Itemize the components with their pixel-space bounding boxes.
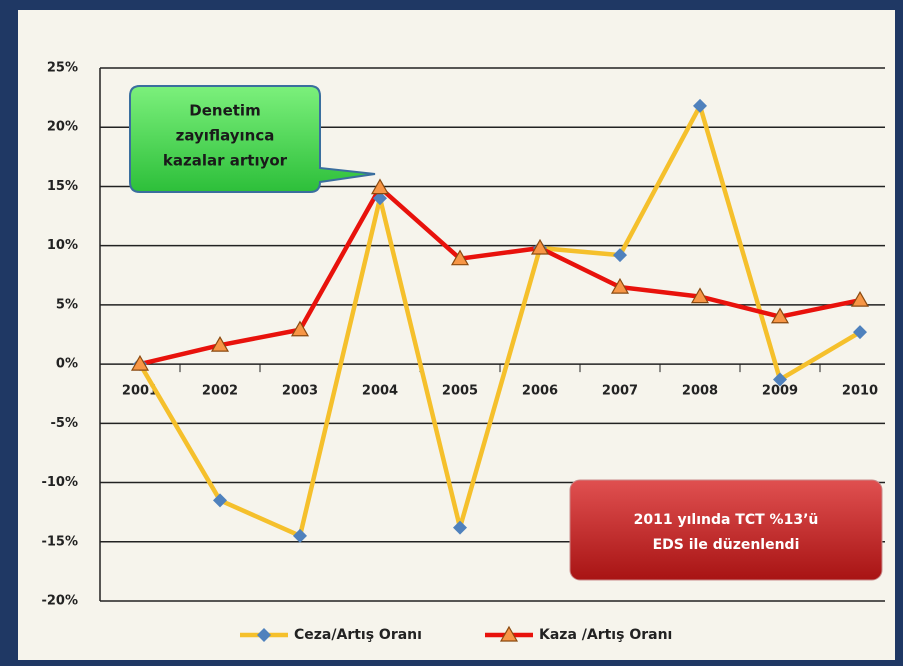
note-text: 2011 yılında TCT %13’ü — [634, 512, 819, 528]
marker — [210, 335, 230, 352]
x-tick-label: 2007 — [602, 384, 638, 399]
marker — [690, 287, 710, 304]
marker — [770, 307, 790, 324]
marker — [290, 320, 310, 337]
y-tick-label: -10% — [41, 475, 78, 490]
marker — [373, 191, 387, 206]
legend-marker — [257, 628, 271, 642]
y-tick-label: 25% — [47, 61, 78, 76]
note-box — [569, 479, 883, 581]
marker — [370, 178, 390, 195]
marker — [130, 354, 150, 371]
note-text: EDS ile düzenlendi — [653, 537, 800, 553]
y-tick-label: -20% — [41, 594, 78, 609]
x-tick-label: 2002 — [202, 384, 238, 399]
marker — [610, 277, 630, 294]
marker — [453, 520, 467, 535]
marker — [773, 372, 787, 387]
marker — [450, 249, 470, 266]
callout: Denetim zayıflayınca kazalar artıyor — [129, 85, 376, 193]
x-tick-label: 2009 — [762, 384, 798, 399]
marker — [213, 493, 227, 508]
marker — [850, 290, 870, 307]
marker — [293, 528, 307, 543]
marker — [613, 248, 627, 263]
callout-text: zayıflayınca — [176, 127, 275, 145]
y-tick-label: -5% — [51, 416, 78, 431]
legend-label: Ceza/Artış Oranı — [294, 627, 422, 643]
callout-text: kazalar artıyor — [163, 152, 288, 170]
legend-label: Kaza /Artış Oranı — [539, 627, 672, 643]
y-tick-label: 5% — [56, 297, 78, 312]
x-tick-label: 2006 — [522, 384, 558, 399]
y-tick-label: 0% — [56, 357, 78, 372]
marker — [530, 238, 550, 255]
marker — [693, 98, 707, 113]
x-tick-label: 2010 — [842, 384, 878, 399]
marker — [853, 325, 867, 340]
series-line — [138, 103, 862, 539]
x-tick-label: 2008 — [682, 384, 718, 399]
y-tick-label: 10% — [47, 238, 78, 253]
series-line — [139, 185, 861, 367]
x-tick-label: 2004 — [362, 384, 398, 399]
x-tick-label: 2001 — [122, 384, 158, 399]
callout-text: Denetim — [189, 102, 260, 120]
y-tick-label: -15% — [41, 534, 78, 549]
x-tick-label: 2003 — [282, 384, 318, 399]
x-tick-label: 2005 — [442, 384, 478, 399]
y-tick-label: 15% — [47, 179, 78, 194]
callout-box — [129, 85, 376, 193]
legend-marker — [499, 625, 519, 642]
y-tick-label: 20% — [47, 120, 78, 135]
